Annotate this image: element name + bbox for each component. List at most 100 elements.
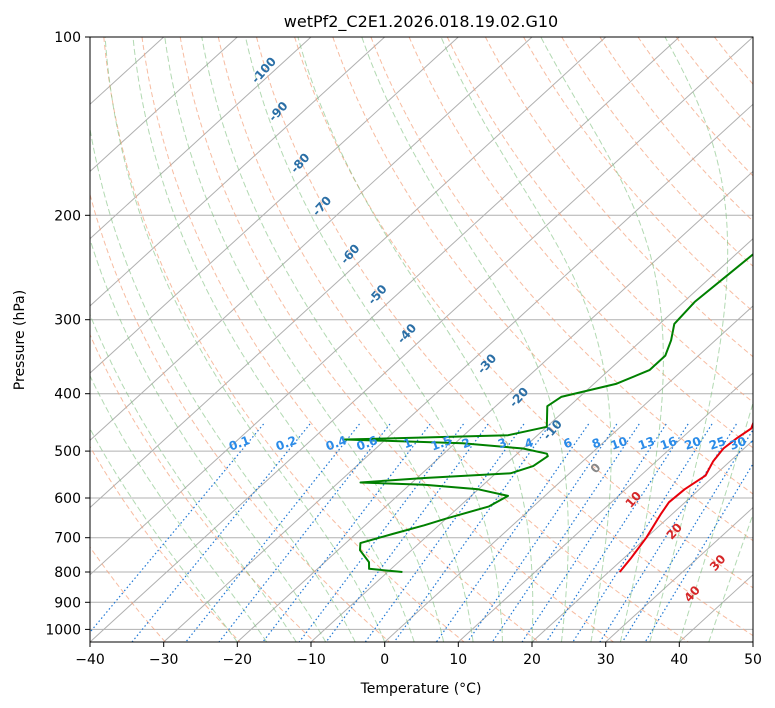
mixing-ratio-line [621,428,753,642]
dry-adiabat [294,37,753,589]
mixing-ratio-label: 0.2 [274,433,299,453]
y-tick-label: 800 [54,565,81,581]
isotherm-gridline [90,37,459,374]
isotherm-gridline [90,37,607,509]
dry-adiabat [637,37,753,177]
moist-adiabat [678,401,753,642]
dry-adiabat [752,37,753,39]
mixing-ratio-label: 25 [707,434,727,453]
mixing-ratio-label: 20 [682,434,702,453]
grid-layer [90,37,753,642]
dry-adiabat [141,37,540,642]
dewpoint-profile-line [344,253,753,573]
x-axis-label: Temperature (°C) [360,681,482,697]
mixing-ratio-line [599,423,737,642]
data-layer [344,253,753,573]
mixing-ratio-label: 16 [658,434,678,453]
dry-adiabat [256,37,753,637]
y-tick-label: 900 [54,595,81,611]
isotherm-gridline [90,37,312,240]
mixing-ratio-label: 13 [636,434,656,453]
mixing-ratio-line [131,423,311,642]
mixing-ratio-line [325,423,489,642]
x-tick-label: 20 [523,652,541,668]
dry-adiabat [561,37,753,267]
isotherm-gridline [236,170,753,642]
moist-adiabat [297,37,534,642]
dry-adiabat [484,37,753,358]
moist-adiabat [132,37,415,642]
isotherm-gridline [90,37,680,576]
x-tick-label: 30 [597,652,615,668]
isotherm-gridline [90,37,753,642]
y-tick-label: 600 [54,491,81,507]
isotherm-gridline [90,37,533,442]
isotherm-gridline [163,103,753,642]
moist-adiabat [90,125,356,642]
plot-frame [89,36,754,643]
mixing-ratio-label: 30 [728,434,748,453]
dry-adiabat [523,37,753,313]
y-tick-label: 700 [54,531,81,547]
x-tick-label: −10 [296,652,326,668]
mixing-ratio-line [393,423,551,642]
x-tick-label: 10 [449,652,467,668]
x-tick-label: 0 [380,652,389,668]
mixing-ratio-label: 1.5 [429,433,454,453]
mixing-ratio-line [644,462,753,642]
moist-adiabat [90,237,327,642]
isotherm-gridline [310,237,753,642]
isotherm-gridline [90,37,238,173]
mixing-ratio-label: 10 [609,434,629,453]
y-tick-label: 200 [54,208,81,224]
mixing-ratio-line [572,423,713,642]
dry-adiabat [90,192,390,642]
mixing-ratio-label: 0.6 [355,433,380,453]
x-tick-label: −40 [75,652,105,668]
mixing-ratio-label: 36 [748,434,768,453]
mixing-ratio-line [545,423,689,642]
isotherm-gridline [90,37,386,307]
y-tick-label: 100 [54,30,81,46]
mixing-ratio-line [435,423,590,642]
temperature-profile-line [618,420,753,573]
axis-layer: −40 −30 −20 −10 0 10 20 30 40 50 100 200 300 400 500 60… [45,30,762,668]
moist-adiabat [164,37,445,642]
chart-title: wetPf2_C2E1.2026.018.19.02.G10 [284,12,558,32]
dry-adiabat [179,37,614,642]
x-tick-label: −30 [149,652,179,668]
mixing-ratio-line [262,423,431,642]
mixing-ratio-label: 0.1 [227,433,252,453]
y-tick-label: 300 [54,313,81,329]
isotherm-gridline [752,641,753,642]
mixing-ratio-line [467,423,618,642]
mixing-ratio-line [90,423,265,634]
x-tick-label: −20 [223,652,253,668]
x-tick-label: 50 [744,652,762,668]
dry-adiabat [217,37,689,642]
moist-adiabat [440,37,612,642]
dry-adiabat [446,37,753,403]
moist-adiabat [201,37,474,642]
y-tick-label: 500 [54,444,81,460]
mixing-ratio-line [364,423,525,642]
moist-adiabat [90,427,238,642]
y-axis-label: Pressure (hPa) [12,290,28,390]
dry-adiabat [408,37,753,449]
y-tick-label: 1000 [45,622,81,638]
mixing-ratio-line [298,423,464,642]
moist-adiabat [361,37,569,642]
moist-adiabat [245,37,503,642]
isotherm-gridline [605,506,753,642]
moist-adiabat [90,374,268,642]
x-tick-label: 40 [670,652,688,668]
moist-adiabat [104,37,386,642]
isotherm-gridline [384,305,753,642]
moist-adiabat [540,37,664,642]
mixing-ratio-line [185,423,360,642]
moist-adiabat [90,313,297,642]
moist-adiabat [649,37,729,642]
y-tick-label: 400 [54,387,81,403]
mixing-ratio-label: 0.4 [324,433,349,453]
